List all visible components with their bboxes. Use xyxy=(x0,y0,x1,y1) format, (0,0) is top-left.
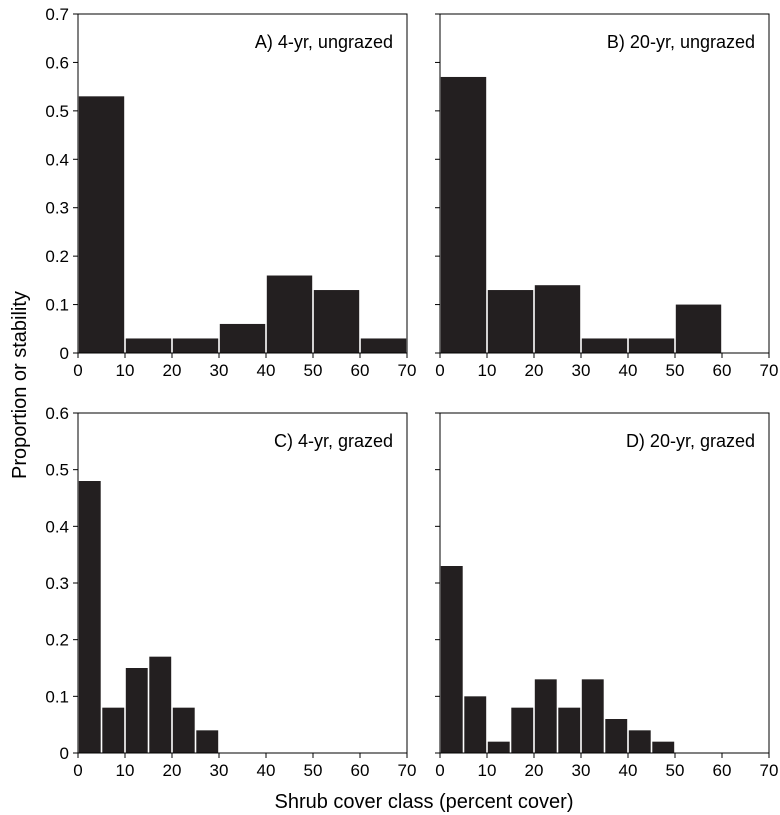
x-tick-label-a-0: 0 xyxy=(73,361,82,380)
plot-frame-a xyxy=(77,13,408,354)
x-tick-label-a-1: 10 xyxy=(116,361,135,380)
chart-panel-b: 0 10 20 30 40 50 60 70 B) 20-yr, ungrazed xyxy=(435,13,779,380)
bar-a-0 xyxy=(78,96,125,353)
bar-a-3 xyxy=(219,323,266,353)
y-tick-label-a-0: 0 xyxy=(60,344,69,363)
y-tick-label-a-6: 0.6 xyxy=(45,53,69,72)
y-tick-label-c-6: 0.6 xyxy=(45,404,69,423)
panel-title-b: B) 20-yr, ungrazed xyxy=(607,32,755,52)
bar-b-1 xyxy=(487,290,534,353)
y-tick-label-a-3: 0.3 xyxy=(45,199,69,218)
x-tick-label-c-2: 20 xyxy=(163,761,182,780)
panel-title-a: A) 4-yr, ungrazed xyxy=(255,32,393,52)
x-tick-label-b-1: 10 xyxy=(478,361,497,380)
x-tick-label-d-4: 40 xyxy=(619,761,638,780)
plot-frame-d xyxy=(439,412,770,754)
bar-d-6 xyxy=(581,679,604,753)
bar-c-1 xyxy=(102,707,125,753)
bar-a-4 xyxy=(266,275,313,353)
x-tick-label-a-5: 50 xyxy=(304,361,323,380)
bar-b-4 xyxy=(628,338,675,353)
bar-c-3 xyxy=(149,656,172,753)
bar-c-5 xyxy=(196,730,219,753)
x-tick-label-d-1: 10 xyxy=(478,761,497,780)
y-tick-label-c-4: 0.4 xyxy=(45,517,69,536)
x-tick-label-c-6: 60 xyxy=(351,761,370,780)
x-tick-label-b-4: 40 xyxy=(619,361,638,380)
x-tick-label-c-0: 0 xyxy=(73,761,82,780)
y-tick-label-c-0: 0 xyxy=(60,744,69,763)
x-tick-label-d-7: 70 xyxy=(760,761,779,780)
bar-d-7 xyxy=(605,719,628,753)
x-tick-label-b-7: 70 xyxy=(760,361,779,380)
x-tick-label-d-0: 0 xyxy=(435,761,444,780)
bar-d-8 xyxy=(628,730,651,753)
bar-d-4 xyxy=(534,679,557,753)
x-tick-label-b-2: 20 xyxy=(525,361,544,380)
y-tick-label-a-1: 0.1 xyxy=(45,296,69,315)
x-tick-label-c-3: 30 xyxy=(210,761,229,780)
x-tick-label-b-5: 50 xyxy=(666,361,685,380)
x-tick-label-a-3: 30 xyxy=(210,361,229,380)
bar-a-6 xyxy=(360,338,407,353)
x-tick-label-c-1: 10 xyxy=(116,761,135,780)
bar-c-0 xyxy=(78,481,101,753)
chart-panel-a: 0 10 20 30 40 50 60 70 0 0.1 0.2 0.3 0.4 0.5 0.6 0.7 A) … xyxy=(45,5,416,380)
bar-d-2 xyxy=(487,741,510,753)
panel-title-c: C) 4-yr, grazed xyxy=(274,431,393,451)
y-tick-label-a-7: 0.7 xyxy=(45,5,69,24)
chart-panel-c: 0 10 20 30 40 50 60 70 0 0.1 0.2 0.3 0.4 0.5 0.6 C) 4-y… xyxy=(45,404,416,780)
bar-a-2 xyxy=(172,338,219,353)
bar-d-5 xyxy=(558,707,581,753)
bar-b-0 xyxy=(440,76,487,353)
bar-d-1 xyxy=(464,696,487,753)
y-tick-label-c-2: 0.2 xyxy=(45,631,69,650)
bar-b-5 xyxy=(675,304,722,353)
x-tick-label-d-3: 30 xyxy=(572,761,591,780)
x-tick-label-a-4: 40 xyxy=(257,361,276,380)
x-tick-label-b-0: 0 xyxy=(435,361,444,380)
x-tick-label-d-5: 50 xyxy=(666,761,685,780)
bar-d-9 xyxy=(652,741,675,753)
y-tick-label-a-4: 0.4 xyxy=(45,150,69,169)
bar-b-2 xyxy=(534,285,581,353)
panel-title-d: D) 20-yr, grazed xyxy=(626,431,755,451)
y-tick-label-a-2: 0.2 xyxy=(45,247,69,266)
y-tick-label-c-5: 0.5 xyxy=(45,461,69,480)
x-tick-label-c-7: 70 xyxy=(398,761,417,780)
plot-frame-b xyxy=(439,13,770,354)
x-tick-label-d-2: 20 xyxy=(525,761,544,780)
bar-b-3 xyxy=(581,338,628,353)
x-tick-label-a-2: 20 xyxy=(163,361,182,380)
x-tick-label-a-6: 60 xyxy=(351,361,370,380)
x-tick-label-c-5: 50 xyxy=(304,761,323,780)
x-tick-label-b-3: 30 xyxy=(572,361,591,380)
y-tick-label-c-1: 0.1 xyxy=(45,687,69,706)
bar-c-2 xyxy=(125,668,148,753)
x-tick-label-a-7: 70 xyxy=(398,361,417,380)
x-tick-label-d-6: 60 xyxy=(713,761,732,780)
x-tick-label-c-4: 40 xyxy=(257,761,276,780)
y-tick-label-c-3: 0.3 xyxy=(45,574,69,593)
x-tick-label-b-6: 60 xyxy=(713,361,732,380)
bar-a-5 xyxy=(313,290,360,353)
bar-a-1 xyxy=(125,338,172,353)
bar-d-0 xyxy=(440,566,463,753)
chart-panel-d: 0 10 20 30 40 50 60 70 D) 20-yr, grazed xyxy=(435,412,779,780)
bar-c-4 xyxy=(172,707,195,753)
y-axis-title: Proportion or stability xyxy=(9,291,31,479)
bar-d-3 xyxy=(511,707,534,753)
x-axis-title: Shrub cover class (percent cover) xyxy=(274,791,573,813)
y-tick-label-a-5: 0.5 xyxy=(45,102,69,121)
